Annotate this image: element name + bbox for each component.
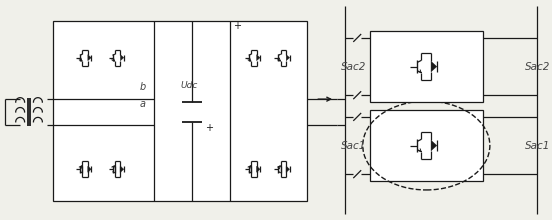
- Bar: [369, 31, 483, 102]
- Bar: [369, 110, 483, 181]
- Polygon shape: [286, 166, 290, 172]
- Text: a: a: [140, 99, 146, 109]
- Polygon shape: [257, 166, 260, 172]
- Text: +: +: [233, 21, 241, 31]
- Polygon shape: [88, 55, 91, 61]
- Polygon shape: [120, 55, 124, 61]
- Text: Udc: Udc: [181, 81, 198, 90]
- Text: Sac2: Sac2: [524, 62, 550, 72]
- Polygon shape: [431, 140, 437, 151]
- Polygon shape: [431, 61, 437, 72]
- Text: b: b: [140, 82, 146, 92]
- Polygon shape: [286, 55, 290, 61]
- Text: +: +: [205, 123, 213, 133]
- Polygon shape: [257, 55, 260, 61]
- Text: Sac1: Sac1: [524, 141, 550, 150]
- Polygon shape: [88, 166, 91, 172]
- Text: Sac2: Sac2: [341, 62, 367, 72]
- Polygon shape: [120, 166, 124, 172]
- Bar: [52, 21, 307, 201]
- Text: Sac1: Sac1: [341, 141, 367, 150]
